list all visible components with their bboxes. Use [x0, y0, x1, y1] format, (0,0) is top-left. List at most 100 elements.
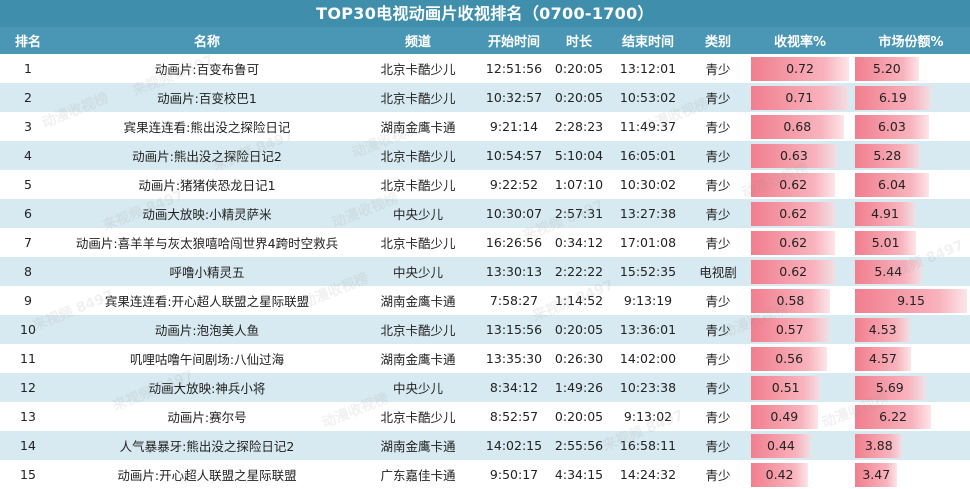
channel-cell: 北京卡酷少儿: [380, 178, 456, 193]
market-share-cell: 5.28: [852, 141, 970, 170]
channel-cell: 湖南金鹰卡通: [380, 294, 456, 309]
end-time-cell: 14:24:32: [619, 467, 677, 482]
market-share-cell: 5.20: [852, 54, 970, 83]
rating-cell: 0.42: [748, 460, 852, 489]
header-channel[interactable]: 频道: [404, 35, 431, 50]
end-time-cell: 13:12:01: [619, 61, 677, 76]
market-share-cell: 3.47: [852, 460, 970, 489]
header-name[interactable]: 名称: [193, 35, 220, 50]
rank-cell: 11: [20, 351, 36, 366]
duration-cell: 0:20:05: [554, 322, 604, 337]
channel-cell: 北京卡酷少儿: [380, 62, 456, 77]
category-cell: 青少: [705, 207, 731, 222]
rank-cell: 8: [24, 264, 32, 279]
duration-cell: 4:34:15: [554, 467, 604, 482]
rank-cell: 13: [20, 409, 36, 424]
market-share-databar: 5.01: [855, 230, 917, 255]
duration-cell: 0:20:05: [554, 61, 604, 76]
table-row[interactable]: 9 宾果连连看:开心超人联盟之星际联盟 湖南金鹰卡通 7:58:27 1:14:52 9:…: [0, 286, 970, 315]
table-row[interactable]: 1 动画片:百变布鲁可 北京卡酷少儿 12:51:56 0:20:05 13:12:01 青…: [0, 54, 970, 83]
start-time-cell: 9:22:52: [489, 177, 539, 192]
rating-databar: 0.62: [751, 201, 836, 226]
table-row[interactable]: 5 动画片:猪猪侠恐龙日记1 北京卡酷少儿 9:22:52 1:07:10 10:30:0…: [0, 170, 970, 199]
category-cell: 青少: [705, 178, 731, 193]
table-row[interactable]: 11 叽哩咕噜午间剧场:八仙过海 湖南金鹰卡通 13:35:30 0:26:30 14:0…: [0, 344, 970, 373]
table-row[interactable]: 12 动画大放映:神兵小将 中央少儿 8:34:12 1:49:26 10:23:38 青少…: [0, 373, 970, 402]
start-time-cell: 13:15:56: [485, 322, 543, 337]
category-cell: 青少: [705, 236, 731, 251]
category-cell: 青少: [705, 468, 731, 483]
start-time-cell: 7:58:27: [489, 293, 539, 308]
channel-cell: 湖南金鹰卡通: [380, 439, 456, 454]
rank-cell: 5: [24, 177, 32, 192]
rank-cell: 10: [20, 322, 36, 337]
header-row: 排名 名称 频道 开始时间 时长 结束时间 类别 收视率% 市场份额%: [0, 27, 970, 54]
market-share-databar: 3.47: [855, 462, 898, 487]
market-share-databar: 3.88: [855, 433, 903, 458]
category-cell: 青少: [705, 352, 731, 367]
rating-databar: 0.71: [751, 85, 848, 110]
name-cell: 呼噜小精灵五: [169, 265, 245, 280]
table-row[interactable]: 7 动画片:喜羊羊与灰太狼嘻哈闯世界4跨时空救兵 北京卡酷少儿 16:26:56 0:3…: [0, 228, 970, 257]
rank-cell: 4: [24, 148, 32, 163]
market-share-cell: 6.22: [852, 402, 970, 431]
category-cell: 青少: [705, 410, 731, 425]
start-time-cell: 16:26:56: [485, 235, 543, 250]
market-share-databar: 5.69: [855, 375, 925, 400]
rating-cell: 0.71: [748, 83, 852, 112]
category-cell: 青少: [705, 381, 731, 396]
name-cell: 动画片:熊出没之探险日记2: [132, 149, 282, 164]
table-row[interactable]: 4 动画片:熊出没之探险日记2 北京卡酷少儿 10:54:57 5:10:04 16:05…: [0, 141, 970, 170]
rating-databar: 0.51: [751, 375, 821, 400]
duration-cell: 1:14:52: [554, 293, 604, 308]
header-rank[interactable]: 排名: [14, 35, 41, 50]
rating-cell: 0.51: [748, 373, 852, 402]
end-time-cell: 14:02:00: [619, 351, 677, 366]
end-time-cell: 16:58:11: [619, 438, 677, 453]
rating-cell: 0.58: [748, 286, 852, 315]
name-cell: 动画大放映:神兵小将: [148, 381, 266, 396]
table-row[interactable]: 15 动画片:开心超人联盟之星际联盟 广东嘉佳卡通 9:50:17 4:34:15 14:…: [0, 460, 970, 489]
market-share-databar: 4.57: [855, 346, 911, 371]
table-row[interactable]: 8 呼噜小精灵五 中央少儿 13:30:13 2:22:22 15:52:35 电视剧 0.6…: [0, 257, 970, 286]
channel-cell: 中央少儿: [392, 381, 443, 396]
end-time-cell: 10:23:38: [619, 380, 677, 395]
duration-cell: 1:07:10: [554, 177, 604, 192]
header-end-time[interactable]: 结束时间: [621, 35, 674, 50]
rating-databar: 0.62: [751, 259, 836, 284]
end-time-cell: 9:13:02: [623, 409, 673, 424]
table-row[interactable]: 13 动画片:赛尔号 北京卡酷少儿 8:52:57 0:20:05 9:13:02 青少 0.…: [0, 402, 970, 431]
duration-cell: 0:20:05: [554, 90, 604, 105]
rating-databar: 0.62: [751, 230, 836, 255]
rating-databar: 0.42: [751, 462, 809, 487]
header-rating[interactable]: 收视率%: [773, 35, 827, 50]
category-cell: 青少: [705, 120, 731, 135]
duration-cell: 2:55:56: [554, 438, 604, 453]
table-row[interactable]: 6 动画大放映:小精灵萨米 中央少儿 10:30:07 2:57:31 13:27:38 青…: [0, 199, 970, 228]
market-share-databar: 6.22: [855, 404, 932, 429]
rank-cell: 2: [24, 90, 32, 105]
rating-cell: 0.68: [748, 112, 852, 141]
end-time-cell: 10:30:02: [619, 177, 677, 192]
start-time-cell: 9:21:14: [489, 119, 539, 134]
header-category[interactable]: 类别: [704, 35, 731, 50]
rank-cell: 7: [24, 235, 32, 250]
name-cell: 叽哩咕噜午间剧场:八仙过海: [129, 352, 285, 367]
table-row[interactable]: 2 动画片:百变校巴1 北京卡酷少儿 10:32:57 0:20:05 10:53:02 青…: [0, 83, 970, 112]
table-row[interactable]: 10 动画片:泡泡美人鱼 北京卡酷少儿 13:15:56 0:20:05 13:36:01…: [0, 315, 970, 344]
channel-cell: 北京卡酷少儿: [380, 91, 456, 106]
category-cell: 电视剧: [699, 265, 737, 280]
rating-cell: 0.49: [748, 402, 852, 431]
channel-cell: 北京卡酷少儿: [380, 149, 456, 164]
header-market-share[interactable]: 市场份额%: [878, 35, 944, 50]
table-row[interactable]: 14 人气暴暴牙:熊出没之探险日记2 湖南金鹰卡通 14:02:15 2:55:56 16…: [0, 431, 970, 460]
channel-cell: 北京卡酷少儿: [380, 236, 456, 251]
category-cell: 青少: [705, 323, 731, 338]
duration-cell: 0:26:30: [554, 351, 604, 366]
category-cell: 青少: [705, 439, 731, 454]
name-cell: 宾果连连看:熊出没之探险日记: [123, 120, 291, 135]
header-start-time[interactable]: 开始时间: [487, 35, 540, 50]
table-row[interactable]: 3 宾果连连看:熊出没之探险日记 湖南金鹰卡通 9:21:14 2:28:23 11:49…: [0, 112, 970, 141]
header-duration[interactable]: 时长: [565, 35, 592, 50]
market-share-databar: 4.53: [855, 317, 911, 342]
